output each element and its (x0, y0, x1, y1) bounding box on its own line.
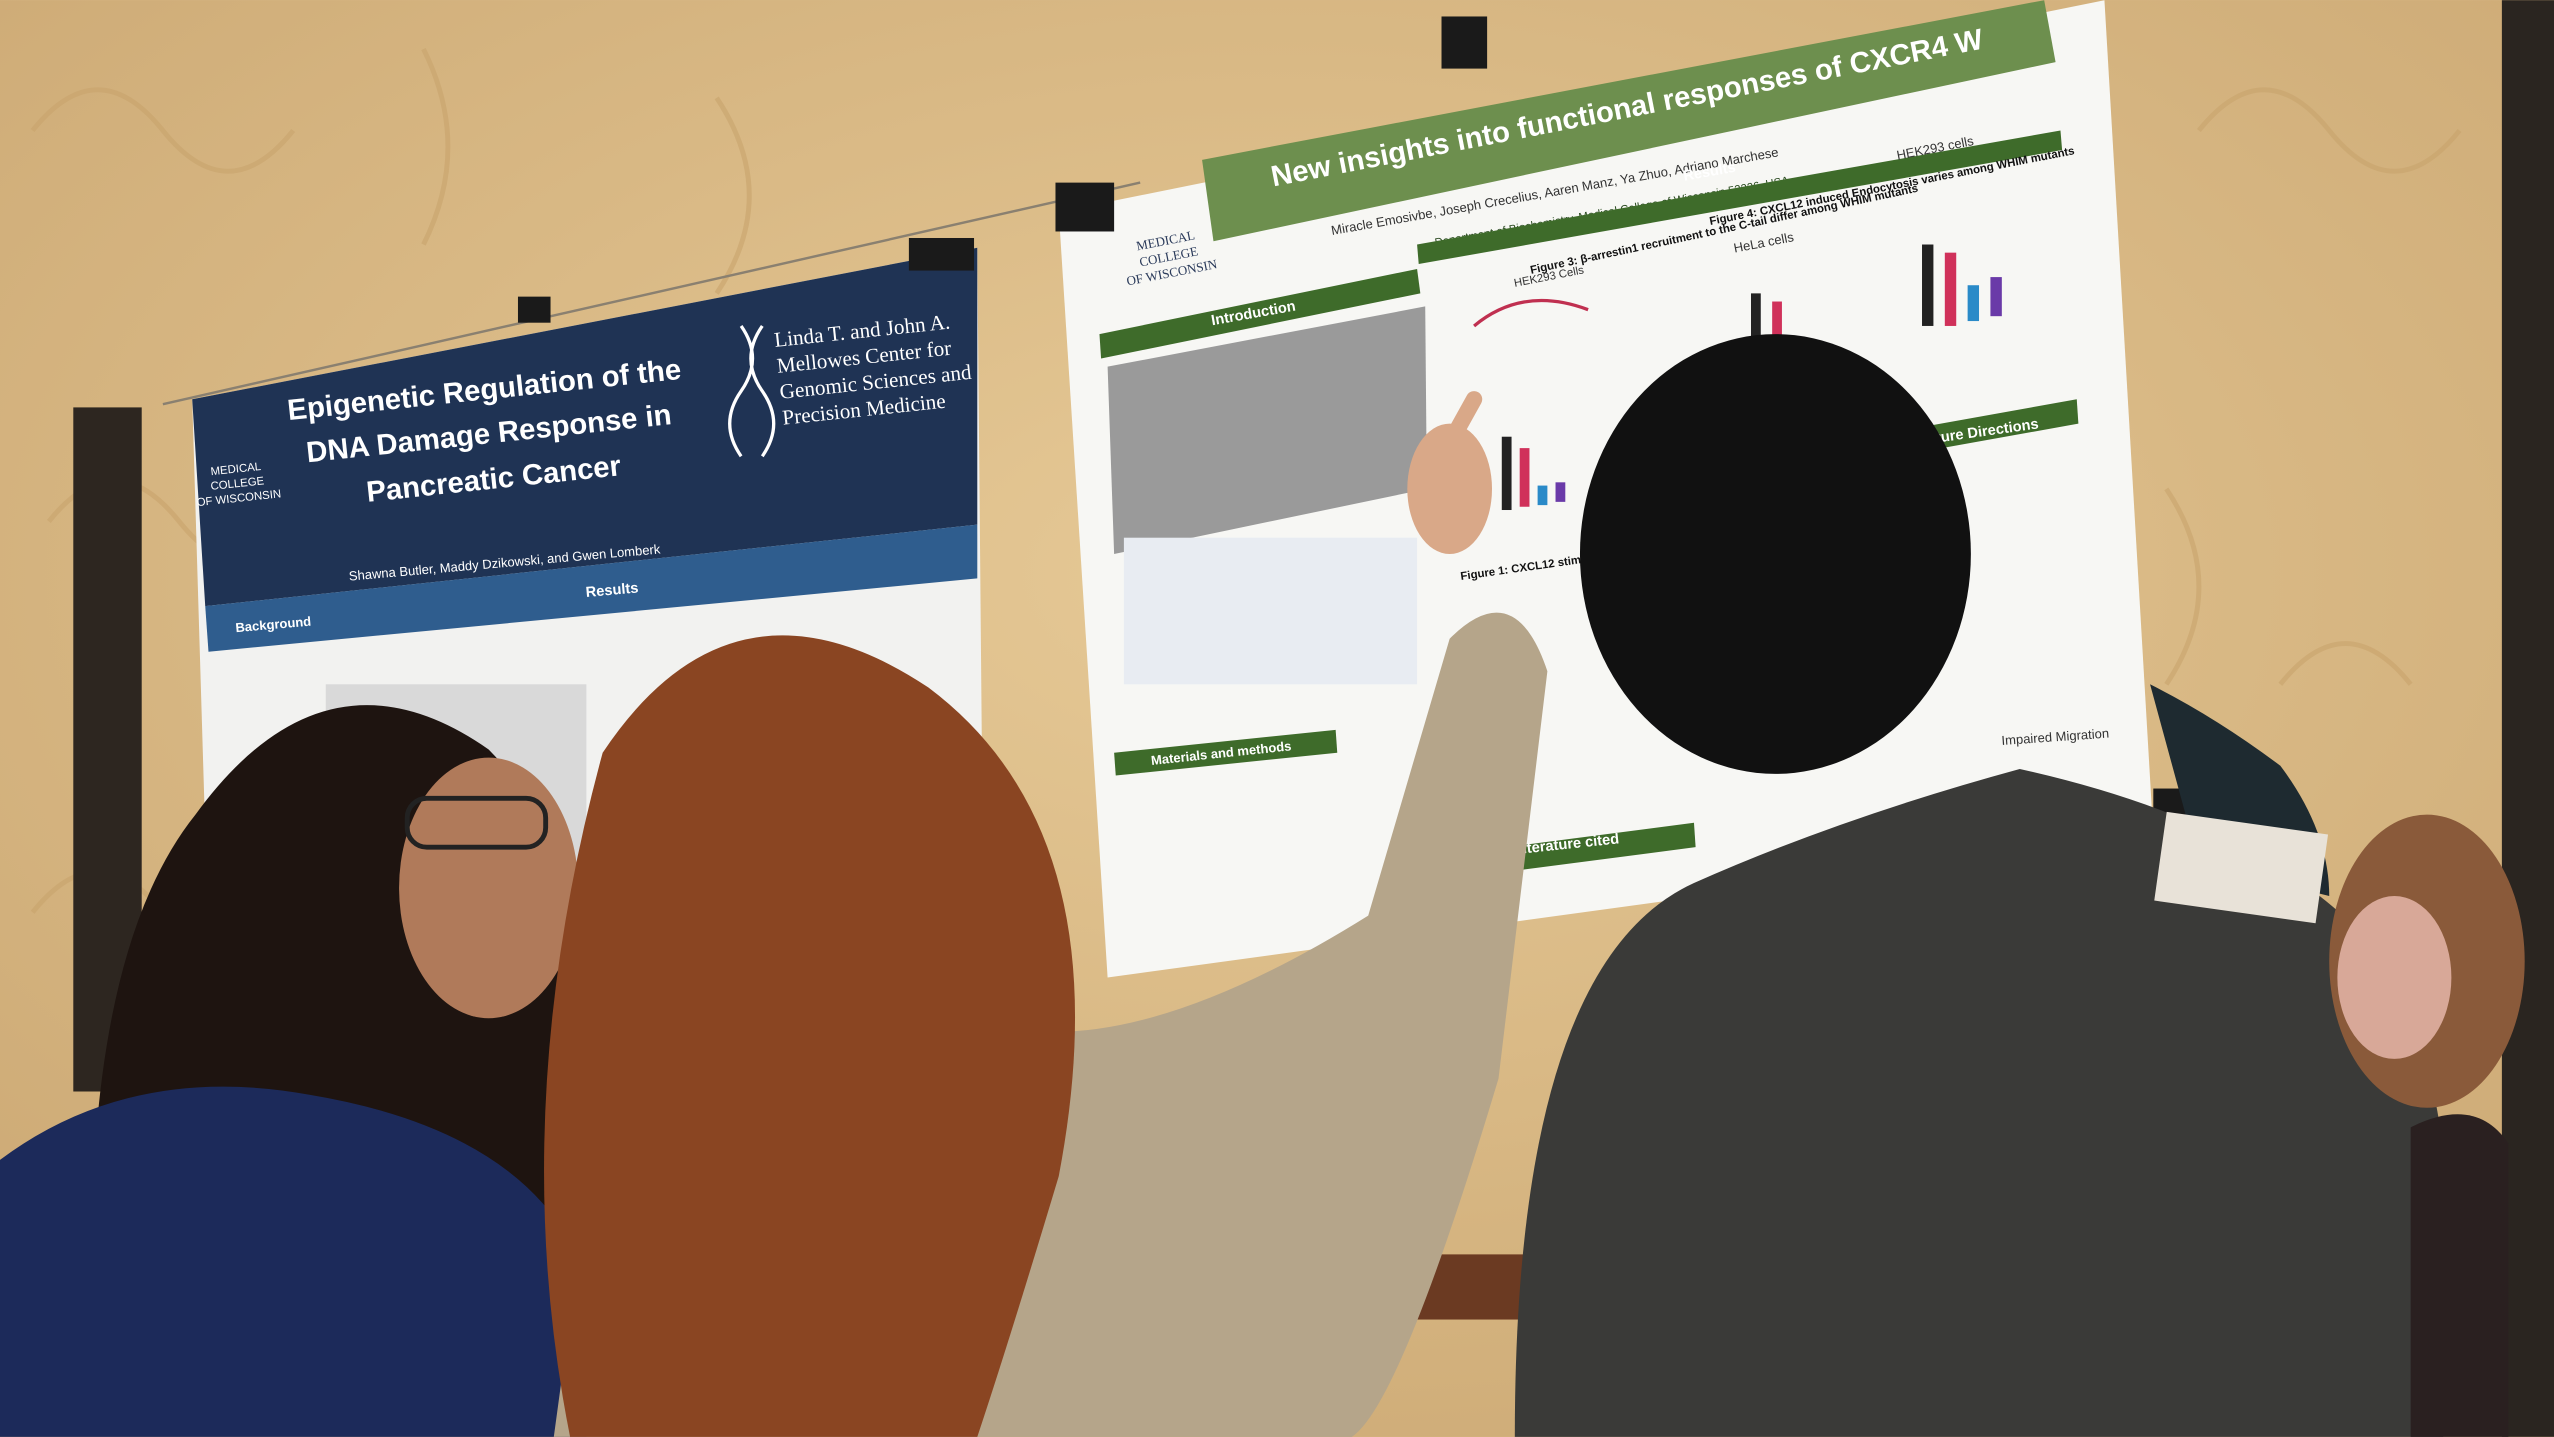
left-poster-band (205, 524, 978, 652)
person-right (1514, 334, 2455, 1437)
figure-label: Impaired Migration (2001, 726, 2110, 748)
bar-figures (1473, 244, 2002, 511)
future-band (1922, 399, 2079, 452)
methods-band (1114, 729, 1338, 776)
person-far-right (2150, 684, 2525, 1437)
left-poster-header (192, 247, 978, 607)
results-band (1417, 130, 2063, 265)
hanging-wire (162, 181, 1141, 406)
intro-band (1099, 268, 1421, 359)
right-poster-title-band (1202, 0, 2056, 242)
logo-text: COLLEGE (210, 475, 265, 493)
door-frame (2501, 0, 2554, 1437)
dna-icon (728, 325, 776, 458)
binder-clips (517, 16, 2186, 828)
section-heading: Background (235, 614, 312, 636)
wallpaper-pattern (30, 47, 2462, 914)
person-left (0, 705, 603, 1437)
literature-band (1506, 822, 1696, 872)
figure-diagram (1123, 537, 1418, 685)
person-center (544, 391, 1548, 1437)
logo-text: MEDICAL (210, 461, 262, 478)
section-heading: Results (585, 580, 639, 601)
intro-text-lines (1107, 306, 1427, 554)
